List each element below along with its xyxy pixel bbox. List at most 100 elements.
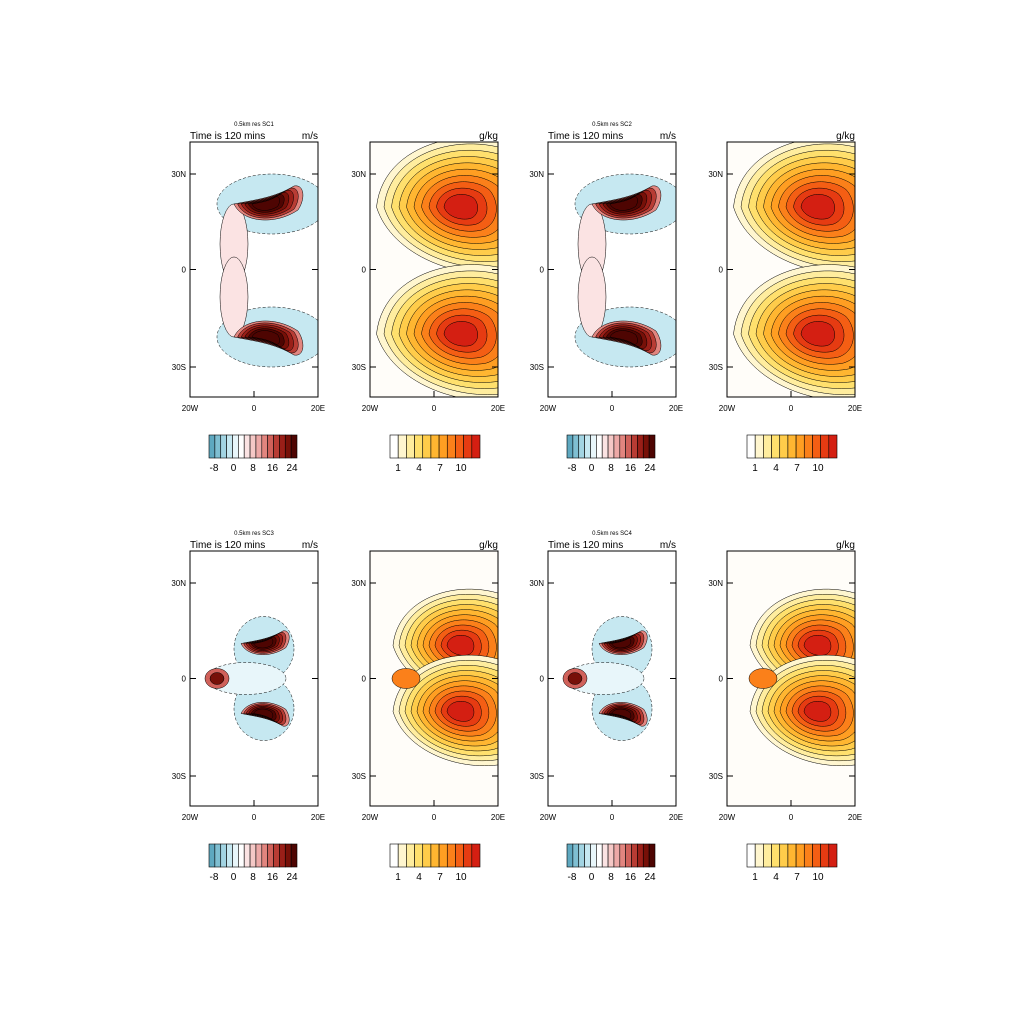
- lat-tick-label: 30S: [530, 363, 544, 372]
- colorbar-swatch: [220, 434, 227, 459]
- colorbar-label: 8: [250, 872, 256, 883]
- colorbar-label: 4: [773, 463, 779, 474]
- field-1-3: [727, 551, 855, 806]
- colorbar-swatch: [463, 434, 473, 459]
- colorbar-swatch: [232, 434, 239, 459]
- unit-label: m/s: [302, 131, 318, 142]
- colorbar-swatch: [238, 843, 245, 868]
- colorbar-swatch: [754, 434, 764, 459]
- lat-tick-label: 30S: [709, 772, 723, 781]
- colorbar-swatch: [255, 434, 263, 459]
- colorbar-swatch: [226, 843, 233, 868]
- colorbar-swatch: [637, 434, 644, 459]
- lon-tick-label: 0: [610, 813, 615, 822]
- wind-maximum: [611, 638, 632, 649]
- lon-tick-label: 20W: [182, 404, 199, 413]
- lon-tick-label: 20E: [491, 404, 505, 413]
- field-0-2: [548, 142, 676, 397]
- colorbar-swatch: [414, 843, 424, 868]
- colorbar-swatch: [406, 434, 415, 459]
- lon-tick-label: 20E: [848, 404, 862, 413]
- lat-tick-label: 30S: [709, 363, 723, 372]
- lat-tick-label: 30N: [171, 170, 186, 179]
- colorbar-swatch: [255, 843, 263, 868]
- colorbar-label: 7: [437, 463, 443, 474]
- moisture-contour: [748, 668, 778, 689]
- colorbar-label: 16: [625, 872, 637, 883]
- positive-contour: [577, 256, 607, 338]
- colorbar-swatch: [566, 434, 574, 459]
- colorbar-label: 24: [286, 463, 298, 474]
- lat-tick-label: 30S: [530, 772, 544, 781]
- colorbar-swatch: [471, 843, 481, 868]
- lon-tick-label: 20W: [362, 813, 379, 822]
- colorbar-swatch: [828, 434, 838, 459]
- lat-tick-label: 0: [362, 675, 367, 684]
- colorbar-swatch: [590, 843, 597, 868]
- field-0-1: [370, 142, 498, 397]
- colorbar-swatch: [596, 843, 603, 868]
- panel-0-2: 0.5km res SC2 Time is 120 mins m/s 30N 0 30S 2…: [529, 122, 683, 474]
- lon-tick-label: 20W: [540, 813, 557, 822]
- colorbar-label: 16: [267, 872, 279, 883]
- colorbar-swatch: [779, 434, 789, 459]
- colorbar-swatch: [787, 434, 797, 459]
- panel-1-3: g/kg 30N 0 30S 20W 0 20E 1 4 7 10: [708, 540, 862, 883]
- lat-tick-label: 30S: [352, 772, 366, 781]
- colorbar-swatch: [596, 434, 603, 459]
- lon-tick-label: 20E: [669, 813, 683, 822]
- time-label: Time is 120 mins: [548, 131, 623, 142]
- wind-maximum: [253, 708, 274, 719]
- colorbar-swatch: [625, 843, 632, 868]
- colorbar-swatch: [787, 843, 797, 868]
- colorbar-swatch: [397, 434, 407, 459]
- lat-tick-label: 0: [362, 266, 367, 275]
- lat-tick-label: 0: [540, 675, 545, 684]
- lon-tick-label: 0: [432, 813, 437, 822]
- colorbar-swatch: [422, 843, 432, 868]
- colorbar-swatch: [249, 843, 257, 868]
- lat-tick-label: 30N: [529, 170, 544, 179]
- colorbar-swatch: [763, 434, 772, 459]
- colorbar-label: 24: [286, 872, 298, 883]
- colorbar-swatch: [430, 434, 440, 459]
- lon-tick-label: 20E: [491, 813, 505, 822]
- colorbar-swatch: [446, 843, 456, 868]
- colorbar-swatch: [463, 843, 473, 868]
- moisture-contour: [443, 194, 478, 220]
- lat-tick-label: 30S: [352, 363, 366, 372]
- lat-tick-label: 30N: [708, 579, 723, 588]
- colorbar-swatch: [648, 434, 656, 459]
- colorbar-label: 7: [437, 872, 443, 883]
- colorbar-swatch: [637, 843, 644, 868]
- colorbar-swatch: [795, 434, 805, 459]
- lon-tick-label: 20E: [848, 813, 862, 822]
- unit-label: g/kg: [479, 131, 498, 142]
- lon-tick-label: 20E: [311, 813, 325, 822]
- colorbar-label: 0: [231, 463, 237, 474]
- colorbar-swatch: [631, 434, 638, 459]
- colorbar-swatch: [273, 843, 280, 868]
- colorbar-swatch: [779, 843, 789, 868]
- colorbar-swatch: [455, 843, 464, 868]
- lat-tick-label: 30N: [708, 170, 723, 179]
- colorbar-swatch: [803, 434, 813, 459]
- colorbar-swatch: [795, 843, 805, 868]
- colorbar-swatch: [820, 434, 830, 459]
- colorbar-swatch: [763, 843, 772, 868]
- time-label: Time is 120 mins: [190, 540, 265, 551]
- wind-maximum: [253, 638, 274, 649]
- colorbar-label: 4: [416, 872, 422, 883]
- colorbar-swatch: [261, 843, 268, 868]
- colorbar-swatch: [243, 843, 251, 868]
- lon-tick-label: 20W: [362, 404, 379, 413]
- lat-tick-label: 30S: [172, 772, 186, 781]
- colorbar-swatch: [232, 843, 239, 868]
- colorbar-swatch: [397, 843, 407, 868]
- field-1-1: [370, 551, 498, 806]
- lat-tick-label: 0: [182, 266, 187, 275]
- colorbar-label: 8: [608, 872, 614, 883]
- moisture-contour: [446, 701, 475, 722]
- colorbar-swatch: [754, 843, 764, 868]
- colorbar-label: 1: [395, 872, 401, 883]
